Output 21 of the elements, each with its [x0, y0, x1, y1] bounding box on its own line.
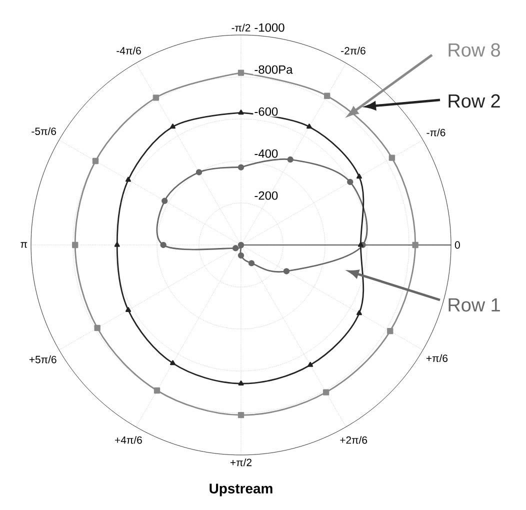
spoke-label: +2π/6 — [340, 436, 368, 444]
spoke-label: -4π/6 — [116, 46, 141, 54]
y-tick-label: -400 — [254, 149, 278, 158]
spoke-label: -π/2 — [232, 24, 250, 32]
text: Row 1 — [448, 298, 500, 312]
y-tick-label: -200 — [254, 191, 278, 200]
y-tick-label: -600 — [254, 107, 278, 116]
spoke-label: 0 — [454, 241, 460, 249]
spoke-label: +π/2 — [230, 458, 252, 466]
spoke-label: π — [20, 242, 28, 248]
spoke-label: +5π/6 — [29, 356, 56, 364]
y-tick-label: -800Pa — [254, 65, 293, 74]
legend-label: Row 2 — [448, 94, 500, 108]
spoke-label: +π/6 — [426, 354, 448, 362]
spoke-label: -2π/6 — [341, 46, 366, 54]
spoke-label: -5π/6 — [32, 127, 56, 136]
spoke-label: +4π/6 — [115, 436, 142, 444]
text: Row 8 — [448, 43, 500, 57]
y-tick-label: -1000 — [254, 23, 284, 32]
spoke-label: -π/6 — [426, 128, 446, 136]
text: Upstream — [210, 484, 272, 496]
